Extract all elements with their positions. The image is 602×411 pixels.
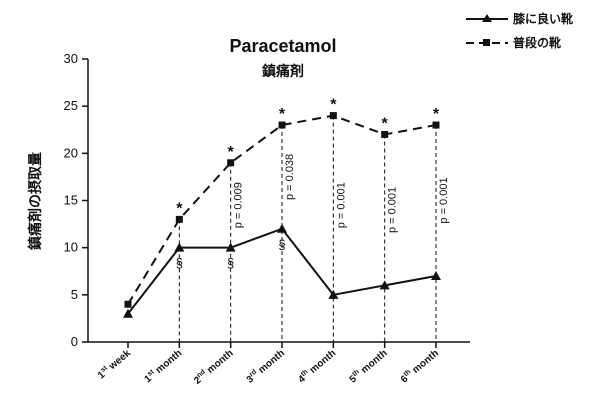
data-point-square — [278, 121, 286, 129]
significance-star: * — [330, 97, 337, 114]
legend-label-series-1: 膝に良い靴 — [513, 11, 573, 26]
section-mark: § — [176, 256, 183, 271]
p-value-label: p = 0.001 — [335, 182, 347, 228]
data-point-triangle — [379, 280, 390, 290]
significance-star: * — [433, 106, 440, 123]
data-point-triangle — [328, 289, 339, 299]
significance-star: * — [176, 200, 183, 217]
x-tick-label: 2nd month — [192, 347, 236, 387]
y-tick-label: 0 — [71, 334, 78, 349]
y-tick-label: 10 — [64, 240, 78, 255]
annotations: * * * * * * § § § p = 0.009 p = 0.038 p = 0.001 p = … — [176, 97, 450, 271]
data-point-triangle — [174, 242, 185, 252]
p-value-label: p = 0.009 — [233, 182, 245, 228]
significance-star: * — [279, 106, 286, 123]
data-point-triangle — [277, 223, 287, 233]
data-point-triangle — [431, 270, 441, 280]
chart-subtitle: 鎮痛剤 — [262, 63, 304, 80]
drop-lines — [178, 115, 437, 342]
data-point-square — [227, 159, 235, 167]
y-tick-label: 20 — [64, 145, 78, 160]
y-tick-label: 30 — [64, 51, 78, 66]
legend-triangle-marker — [482, 14, 492, 22]
data-point-triangle — [123, 308, 133, 318]
data-point-square — [175, 215, 183, 223]
x-tick-label: 4th month — [296, 347, 339, 385]
p-value-label: p = 0.001 — [387, 187, 399, 233]
legend-label-series-2: 普段の靴 — [513, 35, 561, 50]
significance-star: * — [228, 144, 235, 161]
x-tick-label: 3rd month — [244, 347, 287, 386]
x-tick-label: 5th month — [347, 347, 390, 385]
x-tick-label: 1st month — [142, 347, 184, 385]
y-axis-label: 鎮痛剤の摂取量 — [27, 152, 44, 250]
section-mark: § — [227, 256, 234, 271]
chart-title: Paracetamol — [229, 36, 336, 56]
p-value-label: p = 0.001 — [438, 177, 450, 223]
data-point-square — [381, 130, 389, 138]
legend-square-marker — [483, 39, 490, 46]
data-point-square — [432, 121, 440, 129]
x-tick-label: 6th month — [398, 347, 441, 385]
axes — [87, 59, 470, 343]
legend: 膝に良い靴 普段の靴 — [466, 11, 573, 50]
y-tick-label: 25 — [64, 98, 78, 113]
x-tick-label: 1st week — [95, 347, 133, 382]
data-point-triangle — [225, 242, 236, 252]
data-point-square — [329, 112, 337, 120]
y-tick-label: 5 — [71, 287, 78, 302]
p-value-label: p = 0.038 — [284, 154, 296, 200]
significance-star: * — [382, 115, 389, 132]
series-layer — [123, 112, 441, 318]
y-tick-label: 15 — [64, 193, 78, 208]
data-point-square — [124, 300, 132, 308]
section-mark: § — [278, 237, 285, 252]
